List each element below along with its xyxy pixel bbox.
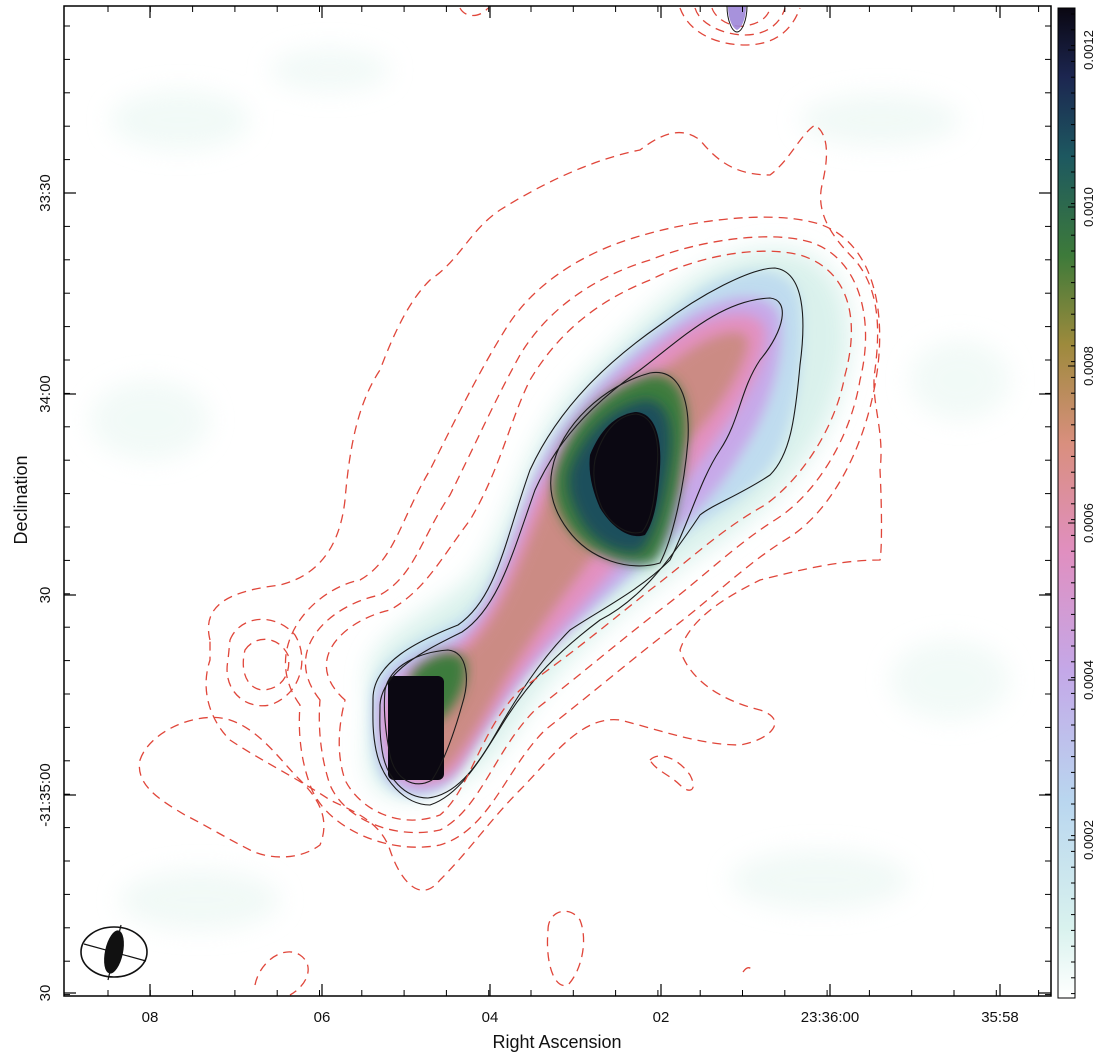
colorbar-tick-label: 0.0010 [1081,187,1096,227]
contour-dashed-south-small [546,910,585,987]
y-major-ticks [64,192,1051,994]
colorbar-tick-label: 0.0008 [1081,346,1096,386]
y-tick-label: 34:00 [37,375,54,413]
colorbar-ticks [1068,13,1075,995]
contour-solid-inner-west [383,649,467,785]
contour-dashed-north-2 [694,7,786,36]
contour-dashed-west-blob-inner [242,638,290,691]
x-tick-labels: 08 06 04 02 23:36:00 35:58 [142,1009,1019,1026]
contour-dashed-4 [205,124,883,891]
emission-core-west [388,676,444,780]
x-tick-label: 35:58 [981,1009,1019,1026]
emission-core-east [589,412,661,537]
plot-frame [63,5,1052,997]
solid-contours [372,267,804,806]
y-tick-label: -31:35:00 [37,763,54,826]
background-noise [90,48,1010,930]
minor-ticks [64,6,1051,996]
colorbar-tick-label: 0.0012 [1081,30,1096,70]
contour-dashed-3 [284,216,881,848]
contour-solid-outer [372,267,804,806]
y-tick-label: 33:30 [37,174,54,212]
colorbar-tick-label: 0.0004 [1081,660,1096,700]
north-source [728,6,746,30]
y-tick-labels: 33:30 34:00 30 -31:35:00 30 [37,174,54,1001]
contour-solid-core-east [593,413,659,534]
contour-solid-inner-east [550,371,689,567]
colorbar: 0.0002 0.0004 0.0006 0.0008 0.0010 0.001… [1057,7,1096,999]
contour-dashed-south-left [254,951,309,996]
north-source-outline [726,6,748,33]
contour-dashed-north-left [459,7,489,17]
x-tick-label: 06 [314,1009,331,1026]
x-axis-label: Right Ascension [492,1032,621,1052]
contour-dashed-nub [649,755,694,791]
contour-dashed-west-blob-outer [226,618,303,707]
contour-dashed-southwest [138,716,325,858]
x-major-ticks [149,6,1001,996]
contour-dashed-2 [305,236,867,834]
colorbar-tick-label: 0.0002 [1081,820,1096,860]
x-tick-label: 08 [142,1009,159,1026]
y-axis-label: Declination [11,455,31,544]
y-tick-label: 30 [37,985,54,1002]
colorbar-tick-label: 0.0006 [1081,503,1096,543]
image-panel [64,6,1051,996]
contour-dashed-north-3 [711,7,771,27]
beam-indicator [80,924,148,981]
colorbar-gradient [1057,7,1076,999]
contour-dashed-tiny [742,967,753,973]
contour-solid-mid [379,297,783,799]
x-tick-label: 02 [653,1009,670,1026]
y-tick-label: 30 [37,587,54,604]
x-tick-label: 04 [482,1009,499,1026]
radio-emission [368,248,850,798]
dashed-contours [138,7,883,996]
contour-dashed-1 [325,250,852,821]
contour-dashed-north-1 [679,7,801,46]
x-tick-label: 23:36:00 [801,1009,859,1026]
